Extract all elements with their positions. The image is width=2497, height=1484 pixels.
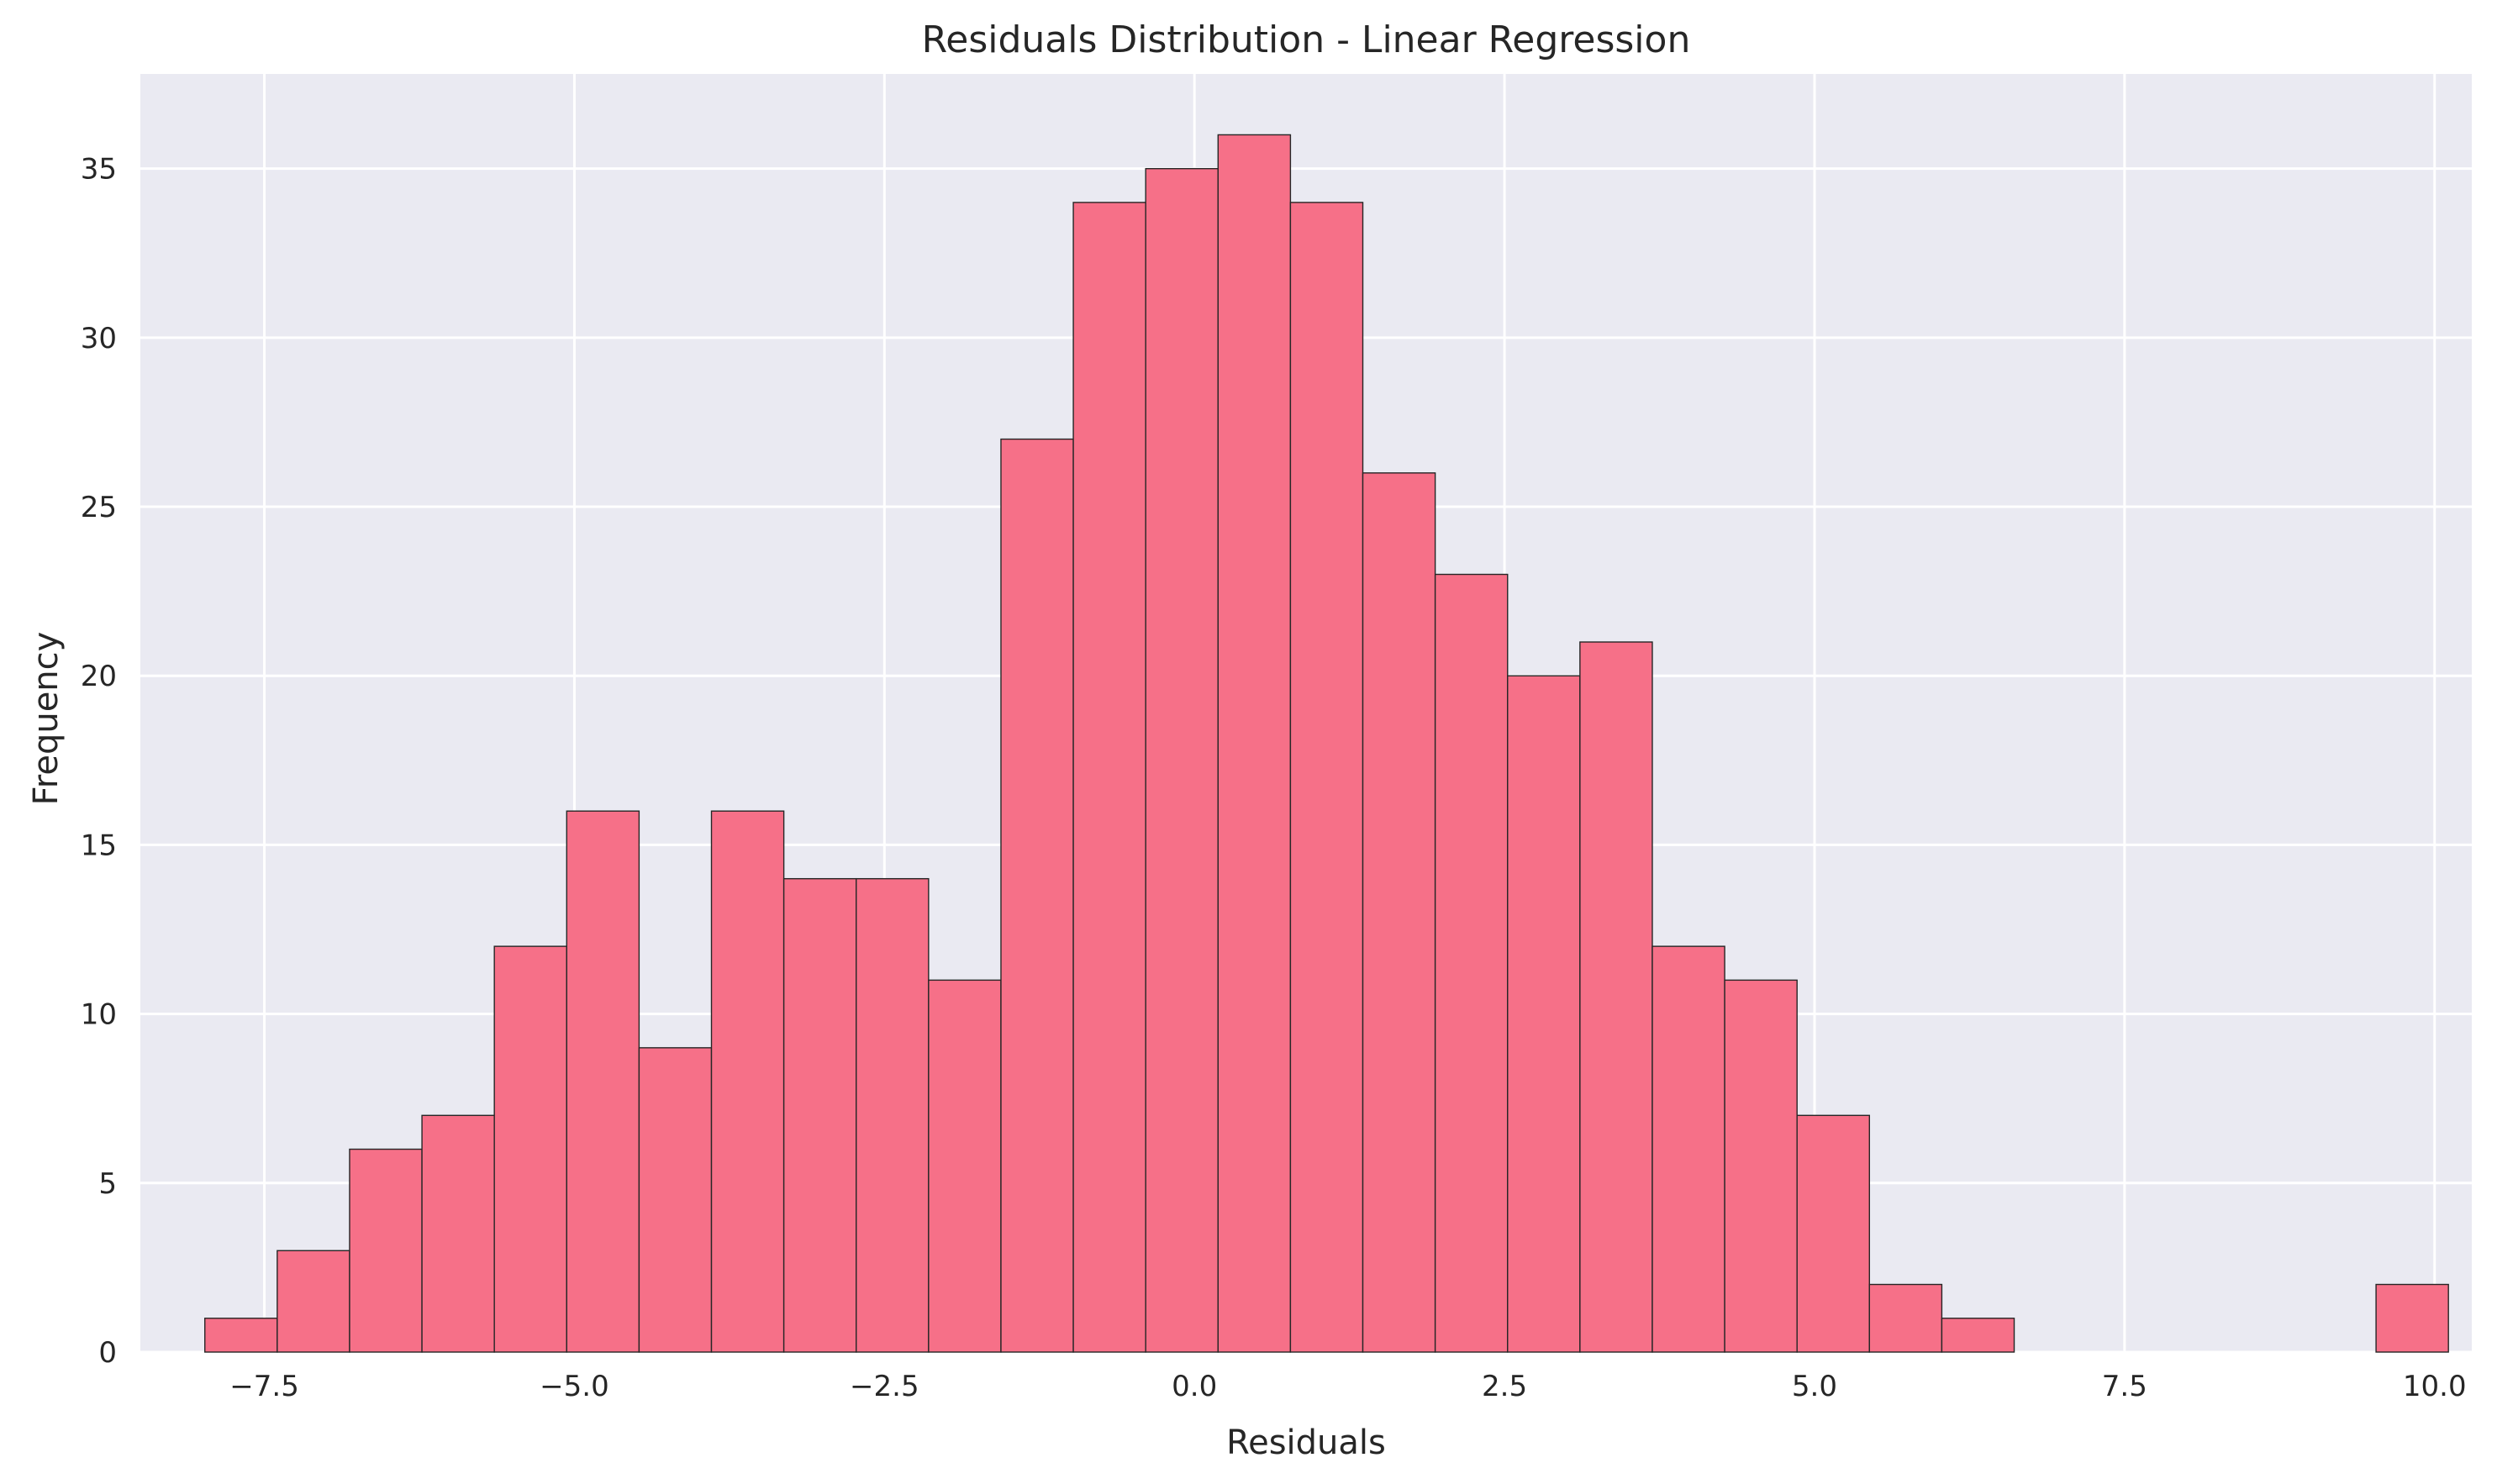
- histogram-bar: [1289, 202, 1364, 1353]
- histogram-bar: [566, 810, 640, 1353]
- y-tick-label: 20: [81, 660, 117, 693]
- x-axis-label: Residuals: [1226, 1423, 1386, 1462]
- histogram-bar: [710, 810, 785, 1353]
- histogram-bar: [1651, 945, 1725, 1353]
- histogram-bar: [1941, 1318, 2015, 1353]
- x-tick-label: 10.0: [2403, 1370, 2467, 1403]
- x-tick-label: 0.0: [1172, 1370, 1217, 1403]
- y-tick-label: 10: [81, 998, 117, 1032]
- y-tick-label: 30: [81, 322, 117, 355]
- histogram-bars: [204, 134, 2449, 1353]
- x-axis-ticks: −7.5 −5.0 −2.5 0.0 2.5 5.0 7.5 10.0: [229, 1370, 2466, 1403]
- y-axis-ticks: 0 5 10 15 20 25 30 35: [81, 153, 117, 1370]
- y-axis-label: Frequency: [27, 632, 66, 806]
- histogram-bar: [277, 1250, 350, 1353]
- histogram-bar: [1362, 472, 1436, 1353]
- histogram-bar: [1072, 202, 1146, 1353]
- histogram-bar: [1217, 134, 1292, 1353]
- y-tick-label: 5: [98, 1167, 117, 1201]
- histogram-bar: [1796, 1114, 1871, 1353]
- y-tick-label: 15: [81, 829, 117, 862]
- y-tick-label: 0: [98, 1336, 117, 1370]
- histogram-bar: [1507, 675, 1581, 1353]
- histogram-bar: [1145, 167, 1219, 1353]
- histogram-bar: [782, 877, 857, 1353]
- histogram-bar: [1579, 641, 1653, 1353]
- x-tick-label: 2.5: [1482, 1370, 1527, 1403]
- y-tick-label: 35: [81, 153, 117, 187]
- histogram-bar: [204, 1318, 278, 1353]
- histogram-bar: [1434, 573, 1509, 1353]
- histogram-bar: [1724, 979, 1798, 1353]
- y-tick-label: 25: [81, 491, 117, 524]
- histogram-bar: [928, 979, 1002, 1353]
- x-tick-label: 7.5: [2102, 1370, 2147, 1403]
- histogram-bar: [421, 1114, 495, 1353]
- x-tick-label: −7.5: [229, 1370, 299, 1403]
- histogram-bar: [493, 945, 567, 1353]
- histogram-bar: [1000, 438, 1074, 1353]
- x-tick-label: −5.0: [540, 1370, 609, 1403]
- chart-title: Residuals Distribution - Linear Regressi…: [922, 18, 1691, 61]
- histogram-bar: [638, 1047, 713, 1353]
- histogram-bar: [856, 877, 930, 1353]
- x-tick-label: 5.0: [1792, 1370, 1837, 1403]
- histogram-bar: [2375, 1283, 2449, 1353]
- histogram-bar: [1868, 1283, 1943, 1353]
- histogram-bar: [349, 1148, 423, 1353]
- x-tick-label: −2.5: [850, 1370, 919, 1403]
